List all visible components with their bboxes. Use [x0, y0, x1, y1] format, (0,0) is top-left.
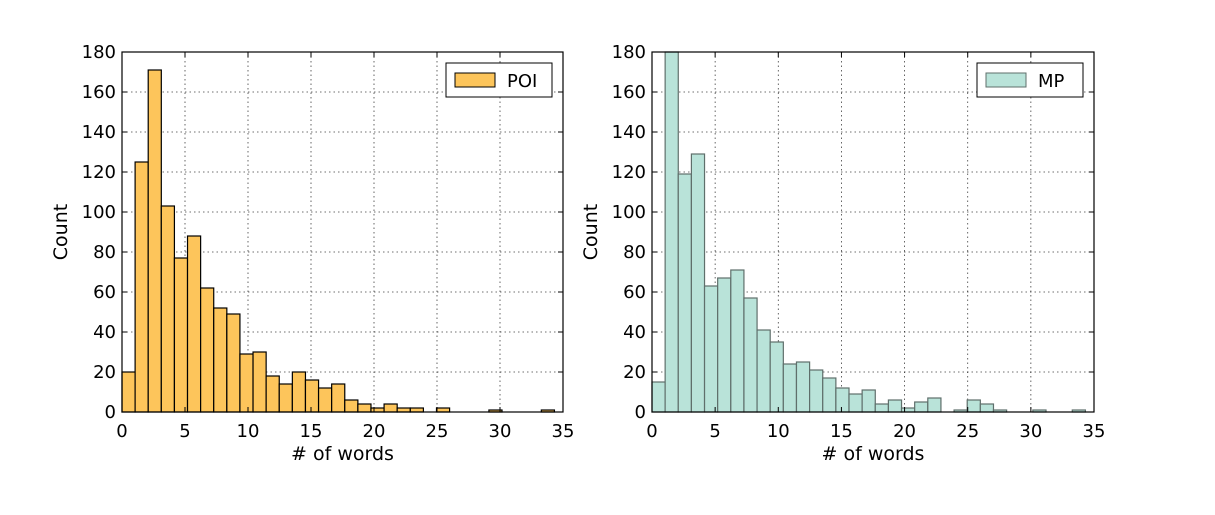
x-tick-label: 20	[893, 421, 916, 442]
plot-frame	[121, 51, 564, 413]
y-tick-label: 0	[635, 402, 646, 423]
y-tick-label: 160	[82, 82, 116, 103]
y-axis-label: Count	[580, 204, 602, 260]
plot-frame	[651, 51, 1095, 413]
x-tick-label: 35	[552, 421, 575, 442]
histogram-bar	[703, 285, 719, 413]
histogram-bar	[252, 351, 267, 413]
histogram-bar	[304, 379, 320, 413]
y-tick-label: 60	[623, 282, 646, 303]
histogram-bar	[344, 399, 359, 413]
x-tick-label: 30	[1019, 421, 1042, 442]
histogram-bar	[730, 269, 745, 413]
histogram-bar	[809, 369, 824, 413]
y-tick-label: 120	[612, 162, 646, 183]
histogram-bar	[226, 313, 241, 413]
y-tick-label: 20	[93, 362, 116, 383]
histogram-bar	[914, 401, 929, 413]
histogram-bar	[664, 51, 679, 413]
y-tick-label: 120	[82, 162, 116, 183]
y-tick-label: 0	[105, 402, 116, 423]
x-tick-label: 30	[489, 421, 512, 442]
histogram-panel-poi: 0 5 10 15 20 25 30 35 0 20 40 60 80 100 120 140 160 180 # …	[50, 42, 574, 465]
histogram-bar	[835, 387, 850, 413]
y-tick-label: 80	[623, 242, 646, 263]
histogram-bar	[822, 377, 837, 413]
x-tick-label: 20	[363, 421, 386, 442]
x-tick-label: 10	[767, 421, 790, 442]
y-tick-label: 20	[623, 362, 646, 383]
y-tick-label: 40	[623, 322, 646, 343]
histogram-bar	[317, 387, 333, 413]
y-tick-label: 180	[82, 42, 116, 63]
x-tick-label: 0	[646, 421, 657, 442]
y-axis-label: Count	[50, 204, 72, 260]
legend-label: MP	[1038, 71, 1065, 92]
histogram-bar	[239, 353, 254, 413]
histogram-bar	[147, 69, 162, 413]
x-tick-label: 10	[237, 421, 260, 442]
y-tick-label: 80	[93, 242, 116, 263]
histogram-bar	[121, 371, 136, 413]
histogram-panel-mp: 0 5 10 15 20 25 30 35 0 20 40 60 80 100 120 140 160 180 # …	[580, 42, 1105, 465]
histogram-bar	[200, 287, 215, 413]
histogram-bar	[651, 381, 666, 413]
histogram-bar	[265, 375, 280, 413]
histogram-bar	[173, 257, 189, 413]
y-tick-label: 160	[612, 82, 646, 103]
histogram-bar	[979, 403, 995, 413]
histogram-bar	[213, 307, 228, 413]
x-tick-label: 35	[1083, 421, 1106, 442]
legend: MP	[976, 62, 1084, 98]
x-tick-label: 25	[426, 421, 449, 442]
x-tick-label: 25	[956, 421, 979, 442]
x-tick-label: 15	[830, 421, 853, 442]
legend-label: POI	[507, 71, 537, 92]
y-tick-label: 40	[93, 322, 116, 343]
y-tick-label: 140	[82, 122, 116, 143]
histogram-bar	[874, 403, 890, 413]
legend-swatch	[454, 72, 496, 88]
histogram-bar	[677, 173, 693, 413]
histogram-bar	[966, 399, 981, 413]
x-tick-label: 5	[179, 421, 190, 442]
histogram-bar	[887, 399, 903, 413]
y-tick-label: 100	[82, 202, 116, 223]
histogram-bar	[743, 297, 758, 413]
x-tick-label: 15	[300, 421, 323, 442]
histogram-bar	[927, 397, 942, 413]
histogram-bar	[278, 383, 293, 413]
histogram-bar	[331, 383, 346, 413]
y-tick-label: 60	[93, 282, 116, 303]
histogram-bar	[782, 363, 798, 413]
x-axis-label: # of words	[291, 443, 394, 465]
histogram-bar	[291, 371, 307, 413]
histogram-bar	[186, 235, 202, 413]
histogram-bar	[690, 153, 706, 413]
histogram-bar	[383, 403, 398, 413]
histogram-bar	[756, 329, 771, 413]
y-tick-label: 100	[612, 202, 646, 223]
x-tick-label: 5	[709, 421, 720, 442]
histogram-bar	[357, 403, 372, 413]
y-tick-label: 180	[612, 42, 646, 63]
y-tick-label: 140	[612, 122, 646, 143]
histogram-bar	[160, 205, 176, 413]
legend-swatch	[985, 72, 1027, 88]
histogram-bar	[795, 361, 811, 413]
histogram-bar	[861, 389, 876, 413]
histogram-bar	[769, 341, 784, 413]
x-tick-label: 0	[116, 421, 127, 442]
x-axis-label: # of words	[822, 443, 925, 465]
histogram-bar	[134, 161, 149, 413]
histogram-bar	[717, 277, 732, 413]
histogram-bar	[848, 393, 863, 413]
legend: POI	[445, 62, 553, 98]
